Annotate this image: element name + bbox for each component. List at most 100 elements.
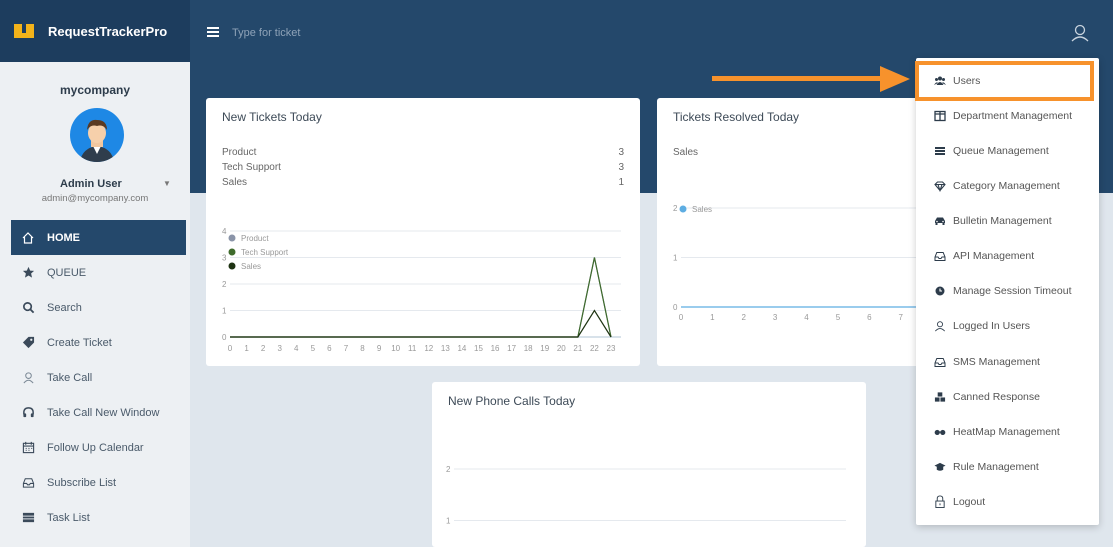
x-tick-label: 12 [424, 344, 433, 353]
legend-marker [228, 248, 236, 256]
top-bar: RequestTrackerPro [0, 0, 1113, 62]
x-tick-label: 0 [679, 313, 684, 322]
graduation-cap-icon [934, 461, 946, 473]
x-tick-label: 2 [742, 313, 747, 322]
admin-dropdown-menu: Users Department Management Queue Manage… [916, 58, 1099, 525]
menu-item-manage-session-timeout[interactable]: Manage Session Timeout [916, 273, 1099, 308]
new-tickets-card: New Tickets Today Product 3 Tech Support… [206, 98, 640, 366]
y-tick-label: 1 [673, 254, 678, 263]
user-name[interactable]: Admin User [60, 178, 122, 190]
menu-item-category-management[interactable]: Category Management [916, 168, 1099, 203]
x-tick-label: 5 [311, 344, 316, 353]
sidebar-item-home[interactable]: HOME [11, 220, 186, 255]
series-line-product [230, 257, 612, 338]
sidebar-item-label: Follow Up Calendar [47, 441, 144, 454]
sidebar-item-follow-up-calendar[interactable]: Follow Up Calendar [11, 430, 186, 465]
sidebar-item-label: HOME [47, 231, 80, 244]
sidebar-item-queue[interactable]: QUEUE [11, 255, 186, 290]
sidebar-item-search[interactable]: Search [11, 290, 186, 325]
series-line-tech-support [230, 257, 612, 338]
y-tick-label: 0 [222, 333, 227, 342]
menu-item-label: Logout [953, 495, 986, 508]
stat-value: 3 [618, 147, 624, 158]
users-icon [934, 75, 946, 87]
ticket-search-input[interactable] [232, 22, 532, 44]
menu-item-queue-management[interactable]: Queue Management [916, 133, 1099, 168]
series-line-sales [230, 309, 612, 338]
x-tick-label: 19 [540, 344, 549, 353]
y-tick-label: 4 [222, 227, 227, 236]
avatar [70, 108, 124, 162]
menu-item-department-management[interactable]: Department Management [916, 98, 1099, 133]
menu-item-users[interactable]: Users [916, 63, 1099, 98]
x-tick-label: 22 [590, 344, 599, 353]
user-email: admin@mycompany.com [41, 193, 149, 204]
annotation-arrow-head [880, 66, 910, 92]
card-title: New Tickets Today [222, 110, 322, 124]
menu-item-logged-in-users[interactable]: Logged In Users [916, 308, 1099, 343]
menu-item-rule-management[interactable]: Rule Management [916, 449, 1099, 484]
lock-icon [934, 495, 946, 508]
sidebar-item-subscribe-list[interactable]: Subscribe List [11, 465, 186, 500]
x-tick-label: 14 [457, 344, 466, 353]
sidebar-item-label: Create Ticket [47, 336, 112, 349]
menu-item-label: Users [953, 74, 981, 87]
sidebar-item-label: Take Call [47, 371, 93, 384]
menu-item-api-management[interactable]: API Management [916, 238, 1099, 273]
menu-item-bulletin-management[interactable]: Bulletin Management [916, 203, 1099, 238]
person-icon [21, 371, 35, 385]
app-name: RequestTrackerPro [48, 23, 168, 39]
menu-item-sms-management[interactable]: SMS Management [916, 344, 1099, 379]
menu-item-label: Manage Session Timeout [953, 284, 1072, 297]
sidebar-item-task-list[interactable]: Task List [11, 500, 186, 535]
users-highlight-box [915, 61, 1094, 101]
menu-item-logout[interactable]: Logout [916, 484, 1099, 519]
x-tick-label: 1 [244, 344, 249, 353]
stat-value: 3 [618, 162, 624, 173]
x-tick-label: 1 [710, 313, 715, 322]
headset-icon [21, 406, 35, 420]
glasses-icon [934, 426, 946, 438]
user-menu-icon[interactable] [1069, 22, 1091, 44]
menu-item-label: Logged In Users [953, 319, 1031, 332]
stat-row: Sales 1 [222, 177, 624, 188]
x-tick-label: 7 [344, 344, 349, 353]
legend-label: Product [241, 234, 269, 243]
x-tick-label: 20 [557, 344, 566, 353]
y-tick-label: 3 [222, 254, 227, 263]
menu-item-heatmap-management[interactable]: HeatMap Management [916, 414, 1099, 449]
menu-item-label: SMS Management [953, 355, 1040, 368]
stat-label: Product [222, 147, 257, 158]
x-tick-label: 6 [327, 344, 332, 353]
annotation-arrow [712, 76, 882, 81]
tag-icon [21, 336, 35, 350]
menu-item-label: Category Management [953, 179, 1060, 192]
x-tick-label: 7 [898, 313, 903, 322]
y-tick-label: 1 [446, 517, 451, 526]
caret-down-icon[interactable]: ▼ [163, 179, 171, 188]
x-tick-label: 10 [391, 344, 400, 353]
legend-label: Sales [692, 205, 712, 214]
menu-item-canned-response[interactable]: Canned Response [916, 379, 1099, 414]
sidebar-item-take-call-new-window[interactable]: Take Call New Window [11, 395, 186, 430]
stat-value: 1 [618, 177, 624, 188]
x-tick-label: 4 [294, 344, 299, 353]
star-icon [21, 266, 35, 280]
x-tick-label: 4 [804, 313, 809, 322]
card-title: Tickets Resolved Today [673, 110, 800, 124]
menu-item-label: Queue Management [953, 144, 1049, 157]
sidebar: mycompany Admin User ▼ admin@mycompany.c… [0, 62, 190, 547]
diamond-icon [934, 180, 946, 192]
stat-label: Sales [673, 147, 699, 158]
hamburger-menu-icon[interactable] [207, 27, 219, 37]
sidebar-item-create-ticket[interactable]: Create Ticket [11, 325, 186, 360]
brand[interactable]: RequestTrackerPro [0, 0, 190, 62]
sidebar-item-label: Task List [47, 511, 90, 524]
x-tick-label: 21 [573, 344, 582, 353]
car-icon [934, 215, 946, 227]
brand-logo [14, 24, 34, 38]
legend-label: Tech Support [241, 248, 289, 257]
sidebar-item-take-call[interactable]: Take Call [11, 360, 186, 395]
calendar-icon [21, 441, 35, 455]
